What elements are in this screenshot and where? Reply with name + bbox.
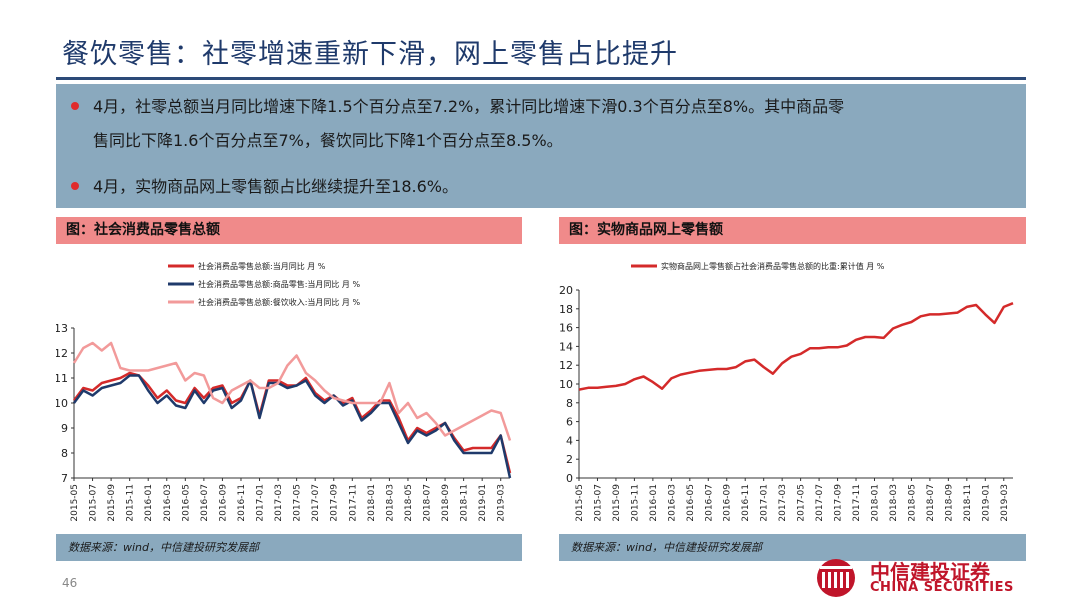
right-chart-y-tick-label-5: 10 <box>559 378 573 391</box>
summary-box: 4月，社零总额当月同比增速下降1.5个百分点至7.2%，累计同比增速下滑0.3个… <box>56 84 1026 208</box>
right-chart-y-tick-label-7: 14 <box>559 340 573 353</box>
left-chart-x-tick-label-7: 2016-07 <box>200 484 210 522</box>
page-title: 餐饮零售：社零增速重新下滑，网上零售占比提升 <box>62 39 678 70</box>
right-chart-legend-label-0: 实物商品网上零售额占社会消费品零售总额的比重:累计值 月 % <box>661 261 885 271</box>
right-chart-series-line-0 <box>578 302 1014 391</box>
right-chart-x-tick-label-10: 2017-01 <box>760 484 770 522</box>
left-chart-y-tick-label-6: 13 <box>56 322 68 335</box>
left-chart-x-tick-label-1: 2015-07 <box>89 484 99 522</box>
right-chart-x-tick-label-22: 2019-01 <box>981 484 991 522</box>
left-chart-x-tick-label-10: 2017-01 <box>256 484 266 522</box>
page-number: 46 <box>62 576 78 590</box>
left-chart-legend-label-2: 社会消费品零售总额:餐饮收入:当月同比 月 % <box>198 297 360 307</box>
left-chart-x-tick-label-15: 2017-11 <box>348 484 358 522</box>
right-chart-x-tick-label-7: 2016-07 <box>704 484 714 522</box>
bullet-2-line-1: 4月，实物商品网上零售额占比继续提升至18.6%。 <box>93 177 459 196</box>
right-chart-y-tick-label-6: 12 <box>559 359 573 372</box>
left-chart-x-tick-label-11: 2017-03 <box>274 484 284 522</box>
left-chart-legend-label-0: 社会消费品零售总额:当月同比 月 % <box>198 261 326 271</box>
right-chart-x-tick-label-23: 2019-03 <box>1000 484 1010 522</box>
right-chart-y-tick-label-0: 0 <box>566 472 573 485</box>
left-chart-x-tick-label-3: 2015-11 <box>126 484 136 522</box>
right-chart-y-tick-label-9: 18 <box>559 303 573 316</box>
left-chart-x-tick-label-19: 2018-07 <box>423 484 433 522</box>
retail-sales-growth-chart: 社会消费品零售总额:当月同比 月 % 社会消费品零售总额:商品零售:当月同比 月 … <box>54 261 512 522</box>
right-chart-x-tick-label-21: 2018-11 <box>963 484 973 522</box>
left-chart-y-tick-label-0: 7 <box>61 472 68 485</box>
logo-cn-text: 中信建投证券 <box>870 560 990 584</box>
left-chart-x-tick-label-12: 2017-05 <box>293 484 303 522</box>
right-chart-x-tick-label-0: 2015-05 <box>575 484 585 522</box>
left-chart-y-tick-label-3: 10 <box>56 397 68 410</box>
right-chart-y-tick-label-4: 8 <box>566 397 573 410</box>
right-chart-source: 数据来源：wind，中信建投研究发展部 <box>559 534 1026 561</box>
right-chart-y-tick-label-3: 6 <box>566 416 573 429</box>
logo-en-text: CHINA SECURITIES <box>870 580 1014 595</box>
right-chart-x-tick-label-8: 2016-09 <box>723 484 733 522</box>
left-chart-x-tick-label-2: 2015-09 <box>107 484 117 522</box>
right-chart-header: 图：实物商品网上零售额 <box>559 217 1026 244</box>
left-chart-x-tick-label-9: 2016-11 <box>237 484 247 522</box>
bullet-1-line-2: 售同比下降1.6个百分点至7%，餐饮同比下降1个百分点至8.5%。 <box>93 131 563 150</box>
right-chart-y-tick-label-10: 20 <box>559 284 573 297</box>
left-chart-x-tick-label-21: 2018-11 <box>460 484 470 522</box>
left-chart-y-tick-label-4: 11 <box>56 372 68 385</box>
left-chart-x-tick-label-13: 2017-07 <box>311 484 321 522</box>
left-chart: 社会消费品零售总额:当月同比 月 % 社会消费品零售总额:商品零售:当月同比 月 … <box>54 246 522 536</box>
right-chart-x-tick-label-13: 2017-07 <box>815 484 825 522</box>
right-chart-x-tick-label-2: 2015-09 <box>612 484 622 522</box>
bullet-1-line-1: 4月，社零总额当月同比增速下降1.5个百分点至7.2%，累计同比增速下滑0.3个… <box>93 97 845 116</box>
right-chart-y-tick-label-8: 16 <box>559 322 573 335</box>
left-chart-legend-label-1: 社会消费品零售总额:商品零售:当月同比 月 % <box>198 279 360 289</box>
right-chart-x-tick-label-3: 2015-11 <box>630 484 640 522</box>
left-chart-x-tick-label-16: 2018-01 <box>367 484 377 522</box>
logo-emblem-icon <box>817 559 855 597</box>
company-logo: 中信建投证券 CHINA SECURITIES <box>810 556 1050 600</box>
right-chart-x-tick-label-11: 2017-03 <box>778 484 788 522</box>
right-chart-x-tick-label-18: 2018-05 <box>907 484 917 522</box>
right-chart-x-tick-label-1: 2015-07 <box>593 484 603 522</box>
left-chart-series-line-1 <box>72 374 512 479</box>
left-chart-x-tick-label-14: 2017-09 <box>330 484 340 522</box>
title-divider <box>56 77 1026 80</box>
left-chart-x-tick-label-22: 2019-01 <box>478 484 488 522</box>
left-chart-x-tick-label-20: 2018-09 <box>441 484 451 522</box>
right-chart: 实物商品网上零售额占社会消费品零售总额的比重:累计值 月 % 0 2 4 6 8 10 12 1… <box>559 246 1026 536</box>
right-chart-x-tick-label-12: 2017-05 <box>797 484 807 522</box>
left-chart-x-tick-label-17: 2018-03 <box>385 484 395 522</box>
left-chart-y-tick-label-1: 8 <box>61 447 68 460</box>
summary-bullet-1: 4月，社零总额当月同比增速下降1.5个百分点至7.2%，累计同比增速下滑0.3个… <box>71 90 845 158</box>
left-chart-x-tick-label-5: 2016-03 <box>163 484 173 522</box>
left-chart-x-tick-label-6: 2016-05 <box>181 484 191 522</box>
right-chart-y-tick-label-2: 4 <box>566 434 573 447</box>
right-chart-x-tick-label-19: 2018-07 <box>926 484 936 522</box>
right-chart-x-tick-label-20: 2018-09 <box>944 484 954 522</box>
left-chart-x-tick-label-23: 2019-03 <box>497 484 507 522</box>
bullet-dot-icon <box>71 102 79 110</box>
left-chart-x-tick-label-0: 2015-05 <box>70 484 80 522</box>
right-chart-x-tick-label-9: 2016-11 <box>741 484 751 522</box>
right-chart-y-tick-label-1: 2 <box>566 453 573 466</box>
left-chart-x-tick-label-8: 2016-09 <box>218 484 228 522</box>
bullet-dot-icon <box>71 182 79 190</box>
right-chart-x-tick-label-16: 2018-01 <box>870 484 880 522</box>
right-chart-x-tick-label-15: 2017-11 <box>852 484 862 522</box>
left-chart-x-tick-label-4: 2016-01 <box>144 484 154 522</box>
left-chart-y-tick-label-5: 12 <box>56 347 68 360</box>
left-chart-x-tick-label-18: 2018-05 <box>404 484 414 522</box>
right-chart-x-tick-label-4: 2016-01 <box>649 484 659 522</box>
left-chart-source: 数据来源：wind，中信建投研究发展部 <box>56 534 522 561</box>
left-chart-header: 图：社会消费品零售总额 <box>56 217 522 244</box>
right-chart-x-tick-label-6: 2016-05 <box>686 484 696 522</box>
left-chart-series-line-2 <box>72 341 512 441</box>
right-chart-x-tick-label-5: 2016-03 <box>667 484 677 522</box>
left-chart-y-tick-label-2: 9 <box>61 422 68 435</box>
online-retail-share-chart: 实物商品网上零售额占社会消费品零售总额的比重:累计值 月 % 0 2 4 6 8 10 12 1… <box>559 261 1014 522</box>
right-chart-x-tick-label-14: 2017-09 <box>834 484 844 522</box>
summary-bullet-2: 4月，实物商品网上零售额占比继续提升至18.6%。 <box>71 170 459 204</box>
right-chart-x-tick-label-17: 2018-03 <box>889 484 899 522</box>
